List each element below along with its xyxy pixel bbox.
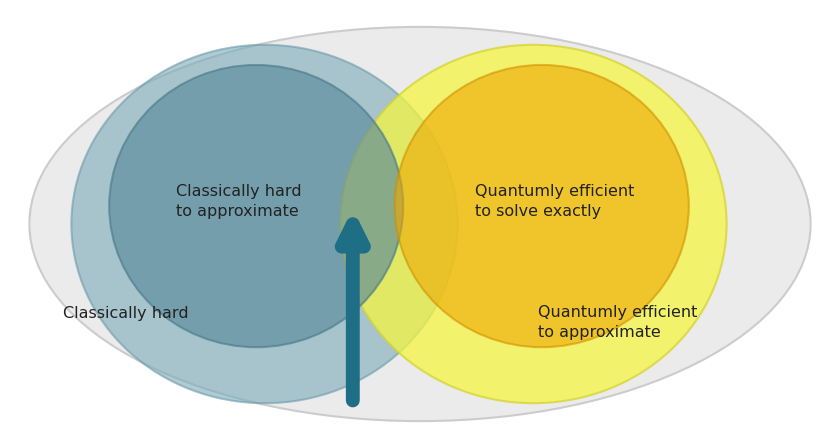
Ellipse shape — [340, 45, 727, 403]
Ellipse shape — [395, 65, 689, 347]
Text: Quantumly efficient
to approximate: Quantumly efficient to approximate — [538, 305, 697, 340]
Text: Classically hard
to approximate: Classically hard to approximate — [176, 184, 302, 219]
Ellipse shape — [109, 65, 403, 347]
Text: Quantumly efficient
to solve exactly: Quantumly efficient to solve exactly — [475, 184, 634, 219]
Text: Classically hard: Classically hard — [63, 306, 189, 321]
Ellipse shape — [29, 27, 811, 421]
Ellipse shape — [71, 45, 458, 403]
